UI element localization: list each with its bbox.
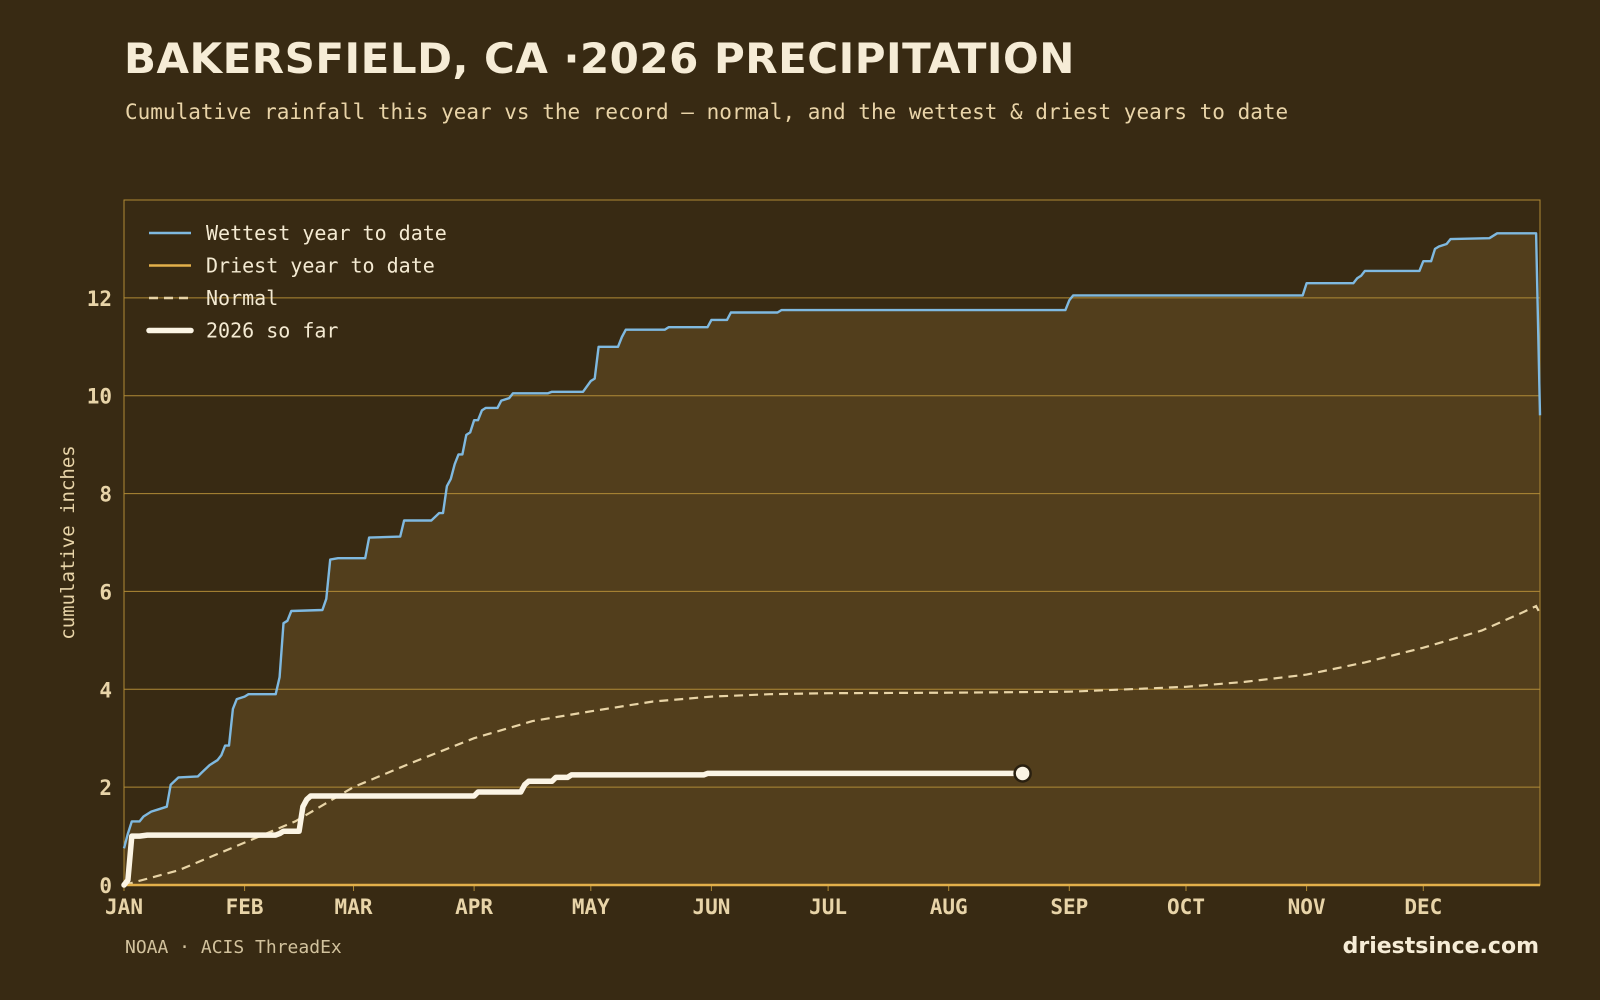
chart-subtitle: Cumulative rainfall this year vs the rec…: [125, 100, 1289, 124]
legend-item-label: Driest year to date: [206, 254, 435, 278]
x-tick-label-jan: JAN: [105, 895, 143, 919]
x-tick-label-nov: NOV: [1288, 895, 1326, 919]
brand-link[interactable]: driestsince.com: [1342, 934, 1539, 959]
y-tick-label: 6: [99, 580, 112, 604]
current-value-marker[interactable]: [1013, 764, 1032, 783]
wettest-area-fill: [124, 233, 1540, 886]
x-tick-label-jun: JUN: [692, 895, 730, 919]
y-tick-label: 4: [99, 678, 112, 702]
data-source: NOAA · ACIS ThreadEx: [125, 937, 342, 958]
legend-item-label: Normal: [206, 286, 278, 310]
y-axis-label: cumulative inches: [57, 445, 79, 639]
x-tick-label-apr: APR: [455, 895, 493, 919]
x-tick-label-mar: MAR: [335, 895, 373, 919]
chart-title: BAKERSFIELD, CA ·2026 PRECIPITATION: [124, 34, 1075, 83]
legend-item-label: 2026 so far: [206, 319, 338, 343]
x-tick-label-jul: JUL: [809, 895, 847, 919]
x-tick-label-aug: AUG: [930, 895, 968, 919]
x-tick-label-feb: FEB: [226, 895, 264, 919]
y-tick-label: 2: [99, 776, 112, 800]
x-tick-label-dec: DEC: [1404, 895, 1442, 919]
x-tick-label-sep: SEP: [1050, 895, 1088, 919]
y-tick-label: 12: [87, 287, 112, 311]
y-tick-label: 0: [99, 874, 112, 898]
y-tick-label: 10: [87, 385, 112, 409]
series-line-2026: [121, 770, 1026, 888]
x-tick-label-oct: OCT: [1167, 895, 1205, 919]
series-line-wettest: [122, 232, 1542, 849]
x-tick-label-may: MAY: [572, 895, 610, 919]
y-tick-label: 8: [99, 483, 112, 507]
legend-item-label: Wettest year to date: [206, 221, 447, 245]
series-line-normal: [123, 604, 1541, 887]
